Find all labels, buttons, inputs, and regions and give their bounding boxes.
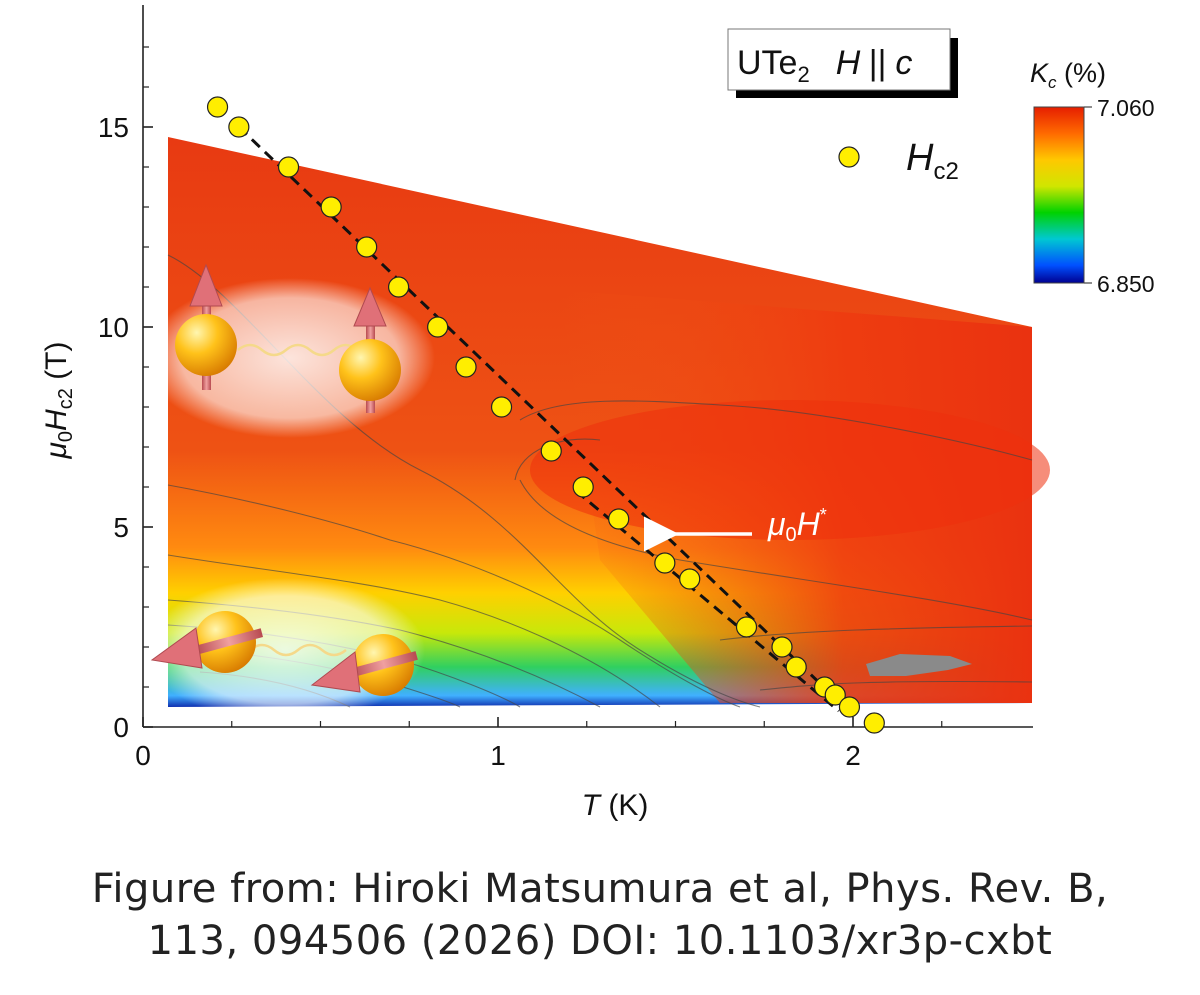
legend-H: H (906, 137, 934, 179)
ylabel-mu: μ (40, 442, 73, 459)
hstar-sub0: 0 (786, 524, 797, 546)
wavy-link-bottom (249, 643, 347, 657)
sample-label-box: UTe2 H || c (727, 28, 958, 98)
x-tick-label: 2 (845, 740, 861, 771)
hc2-data-point (863, 712, 885, 734)
sample-label-text: UTe2 H || c (737, 44, 912, 87)
hc2-data-point (679, 568, 701, 590)
x-axis-label: T (K) (582, 789, 649, 822)
colorbar-sub: c (1048, 73, 1057, 92)
xlabel-unit: (K) (600, 789, 648, 822)
hc2-data-point (608, 508, 630, 530)
hstar-H: H (797, 506, 821, 542)
hc2-data-point (388, 276, 410, 298)
legend: Hc2 (838, 137, 959, 185)
colorbar-K: K (1030, 58, 1049, 88)
hc2-data-point (427, 316, 449, 338)
x-ticks: 0 1 2 (135, 717, 943, 771)
y-ticks: 0 5 10 15 (98, 46, 153, 743)
ylabel-subc2: c2 (55, 388, 77, 409)
sample-name: UTe (737, 44, 797, 82)
ylabel-sub0: 0 (55, 431, 77, 442)
y-tick-label: 0 (113, 712, 129, 743)
hc2-data-point (320, 196, 342, 218)
x-tick-label: 0 (135, 740, 151, 771)
hstar-mu: μ (767, 506, 786, 542)
hc2-data-point (356, 236, 378, 258)
hc2-data-point (654, 552, 676, 574)
hc2-data-point (540, 440, 562, 462)
hc2-data-point (455, 356, 477, 378)
field-orientation: || c (868, 44, 912, 82)
caption-line-1: Figure from: Hiroki Matsumura et al, Phy… (91, 866, 1109, 912)
hc2-data-point (824, 684, 846, 706)
field-label: H (836, 44, 861, 82)
hc2-data-point (206, 96, 229, 118)
hc2-data-point (771, 636, 793, 658)
legend-marker (838, 146, 860, 168)
colorbar: Kc (%) 7.060 6.850 (1030, 58, 1155, 297)
y-tick-label: 15 (98, 112, 129, 143)
xlabel-var: T (582, 789, 603, 822)
hc2-data-point (228, 116, 250, 138)
colorbar-unit: (%) (1057, 58, 1107, 88)
hc2-points (206, 96, 885, 734)
y-axis-label: μ0Hc2 (T) (40, 342, 77, 460)
colorbar-gradient (1033, 106, 1085, 284)
spin-atom-2 (339, 286, 401, 413)
spin-atom-4 (310, 634, 418, 696)
x-tick-label: 1 (490, 740, 506, 771)
colorbar-max-label: 7.060 (1097, 95, 1155, 121)
sample-subscript: 2 (797, 62, 809, 87)
hc2-data-point (490, 396, 513, 418)
spin-atom-3 (150, 611, 263, 673)
hc2-data-point (735, 616, 758, 638)
legend-label: Hc2 (906, 137, 959, 185)
hc2-data-point (838, 696, 861, 718)
y-tick-label: 5 (113, 512, 129, 543)
ylabel-unit: (T) (40, 342, 73, 389)
hc2-data-point (572, 476, 594, 498)
y-tick-label: 10 (98, 312, 129, 343)
gray-patch (866, 654, 972, 676)
kc-colormap (167, 137, 1050, 708)
hc2-fit-dashed-line (237, 125, 855, 717)
colorbar-title: Kc (%) (1030, 58, 1106, 92)
legend-sub: c2 (933, 158, 958, 185)
hstar-label: μ0H* (767, 505, 827, 546)
spin-pair-illustration-bottom (145, 578, 425, 722)
spin-atom-1 (175, 263, 237, 390)
spin-pair-illustration-top (145, 263, 435, 438)
colorbar-min-label: 6.850 (1097, 271, 1155, 297)
caption-line-2: 113, 094506 (2026) DOI: 10.1103/xr3p-cxb… (147, 918, 1053, 964)
hstar-annotation: μ0H* (644, 505, 827, 552)
hc2-data-point (785, 656, 807, 678)
colormap-deep-red-lobe (530, 400, 1050, 540)
ylabel-H: H (40, 409, 73, 431)
wavy-link-top (237, 343, 357, 357)
hstar-sup: * (820, 505, 827, 525)
hc2-data-point (277, 156, 300, 178)
